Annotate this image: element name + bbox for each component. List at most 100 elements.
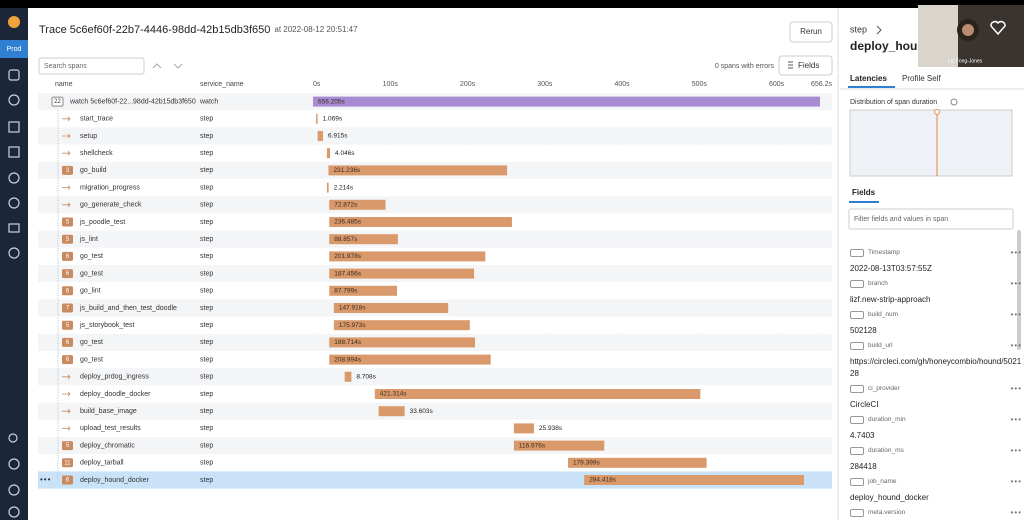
span-bar[interactable] (378, 406, 405, 417)
child-count-badge[interactable] (62, 355, 73, 365)
span-bar[interactable] (326, 148, 331, 159)
field-menu[interactable]: ••• (1010, 310, 1022, 319)
span-bar[interactable] (329, 268, 475, 279)
span-bar[interactable] (317, 131, 323, 141)
span-name: go_lint (80, 288, 101, 295)
span-bar[interactable] (374, 389, 701, 399)
rerun-button[interactable] (789, 21, 833, 43)
time-tick-label: 400s (614, 81, 630, 88)
span-bar[interactable] (329, 337, 476, 348)
tab[interactable]: Latencies (850, 74, 887, 83)
env-switch[interactable] (0, 40, 28, 58)
span-row[interactable] (38, 368, 832, 386)
child-count-badge[interactable] (62, 217, 73, 227)
span-row[interactable] (38, 454, 832, 472)
field-value: 502128 (850, 326, 877, 335)
span-bar[interactable] (316, 113, 318, 124)
span-row[interactable] (38, 196, 832, 214)
span-bar[interactable] (326, 182, 329, 193)
field-menu[interactable]: ••• (1010, 415, 1022, 424)
span-service: step (200, 150, 213, 157)
span-bar[interactable] (567, 457, 707, 468)
time-tick-label: 200s (460, 81, 476, 88)
child-count-badge[interactable] (62, 458, 73, 468)
child-count-badge[interactable] (62, 441, 73, 451)
time-tick-label: 300s (537, 81, 553, 88)
field-type-icon (850, 248, 864, 257)
field-key: meta.version (868, 509, 906, 516)
filter-input[interactable] (848, 208, 1014, 230)
span-row[interactable] (38, 402, 832, 420)
nav-icon[interactable] (8, 69, 20, 81)
span-row[interactable] (38, 419, 832, 437)
child-count-badge[interactable] (62, 234, 73, 244)
child-count-badge[interactable] (62, 286, 73, 296)
child-count-badge[interactable] (62, 303, 73, 313)
column-header[interactable]: name (55, 81, 73, 88)
nav-icon[interactable] (8, 121, 20, 133)
span-row[interactable] (38, 127, 832, 145)
field-menu[interactable]: ••• (1010, 477, 1022, 486)
span-bar[interactable] (333, 320, 470, 331)
span-name: deploy_prdog_ingress (80, 374, 149, 381)
span-row[interactable] (38, 179, 832, 197)
span-row[interactable] (38, 437, 832, 455)
nav-icon[interactable] (8, 458, 20, 470)
child-count-badge[interactable] (62, 337, 73, 347)
search-input[interactable] (38, 57, 145, 75)
child-count-badge[interactable] (62, 251, 73, 261)
field-menu[interactable]: ••• (1010, 341, 1022, 350)
span-duration-label: 25.938s (539, 425, 563, 432)
span-bar[interactable] (329, 234, 398, 245)
field-menu[interactable]: ••• (1010, 508, 1022, 517)
span-name: go_build (80, 167, 107, 174)
span-row[interactable] (38, 144, 832, 162)
field-menu[interactable]: ••• (1010, 248, 1022, 257)
span-row[interactable] (38, 230, 832, 248)
field-menu[interactable]: ••• (1010, 446, 1022, 455)
child-count-badge[interactable] (62, 475, 73, 485)
field-type-icon (850, 477, 864, 486)
span-bar[interactable] (329, 285, 398, 296)
info-icon[interactable] (950, 98, 958, 106)
child-count-badge[interactable] (62, 320, 73, 330)
nav-icon[interactable] (8, 484, 20, 496)
nav-icon[interactable] (8, 506, 20, 518)
search-nav[interactable] (152, 63, 183, 69)
span-row[interactable] (38, 110, 832, 128)
nav-icon[interactable] (8, 94, 20, 106)
span-bar[interactable] (513, 423, 534, 434)
span-bar[interactable] (344, 371, 352, 382)
span-name: go_test (80, 270, 103, 277)
fields-button[interactable] (778, 55, 833, 76)
child-count-badge[interactable] (51, 96, 64, 107)
nav-icon[interactable] (8, 146, 20, 158)
nav-icon[interactable] (8, 197, 20, 209)
span-bar[interactable] (328, 165, 508, 176)
span-bar[interactable] (513, 440, 605, 451)
child-count-badge[interactable] (62, 269, 73, 279)
nav-icon[interactable] (8, 172, 20, 184)
distribution-chart[interactable] (849, 109, 1013, 177)
rerun-label: Rerun (800, 27, 822, 36)
span-bar[interactable] (329, 354, 491, 365)
nav-icon[interactable] (8, 247, 20, 259)
field-menu[interactable]: ••• (1010, 279, 1022, 288)
field-menu[interactable]: ••• (1010, 384, 1022, 393)
reaction-icon[interactable] (990, 20, 1006, 36)
tab[interactable]: Profile Self (902, 74, 941, 83)
span-bar[interactable] (333, 303, 449, 313)
span-bar[interactable] (584, 475, 804, 485)
span-bar[interactable] (329, 251, 486, 262)
span-bar[interactable] (329, 217, 512, 227)
column-header[interactable]: service_name (200, 81, 244, 88)
child-count: 5 (66, 323, 70, 329)
child-count-badge[interactable] (62, 165, 73, 175)
nav-icon[interactable] (8, 223, 20, 233)
nav-icon[interactable] (8, 433, 18, 443)
scrollbar[interactable] (1017, 230, 1021, 350)
span-row[interactable] (38, 282, 832, 300)
field-key-row: build_url ••• (850, 341, 1022, 350)
span-bar[interactable] (329, 199, 386, 210)
span-bar[interactable] (313, 96, 821, 107)
